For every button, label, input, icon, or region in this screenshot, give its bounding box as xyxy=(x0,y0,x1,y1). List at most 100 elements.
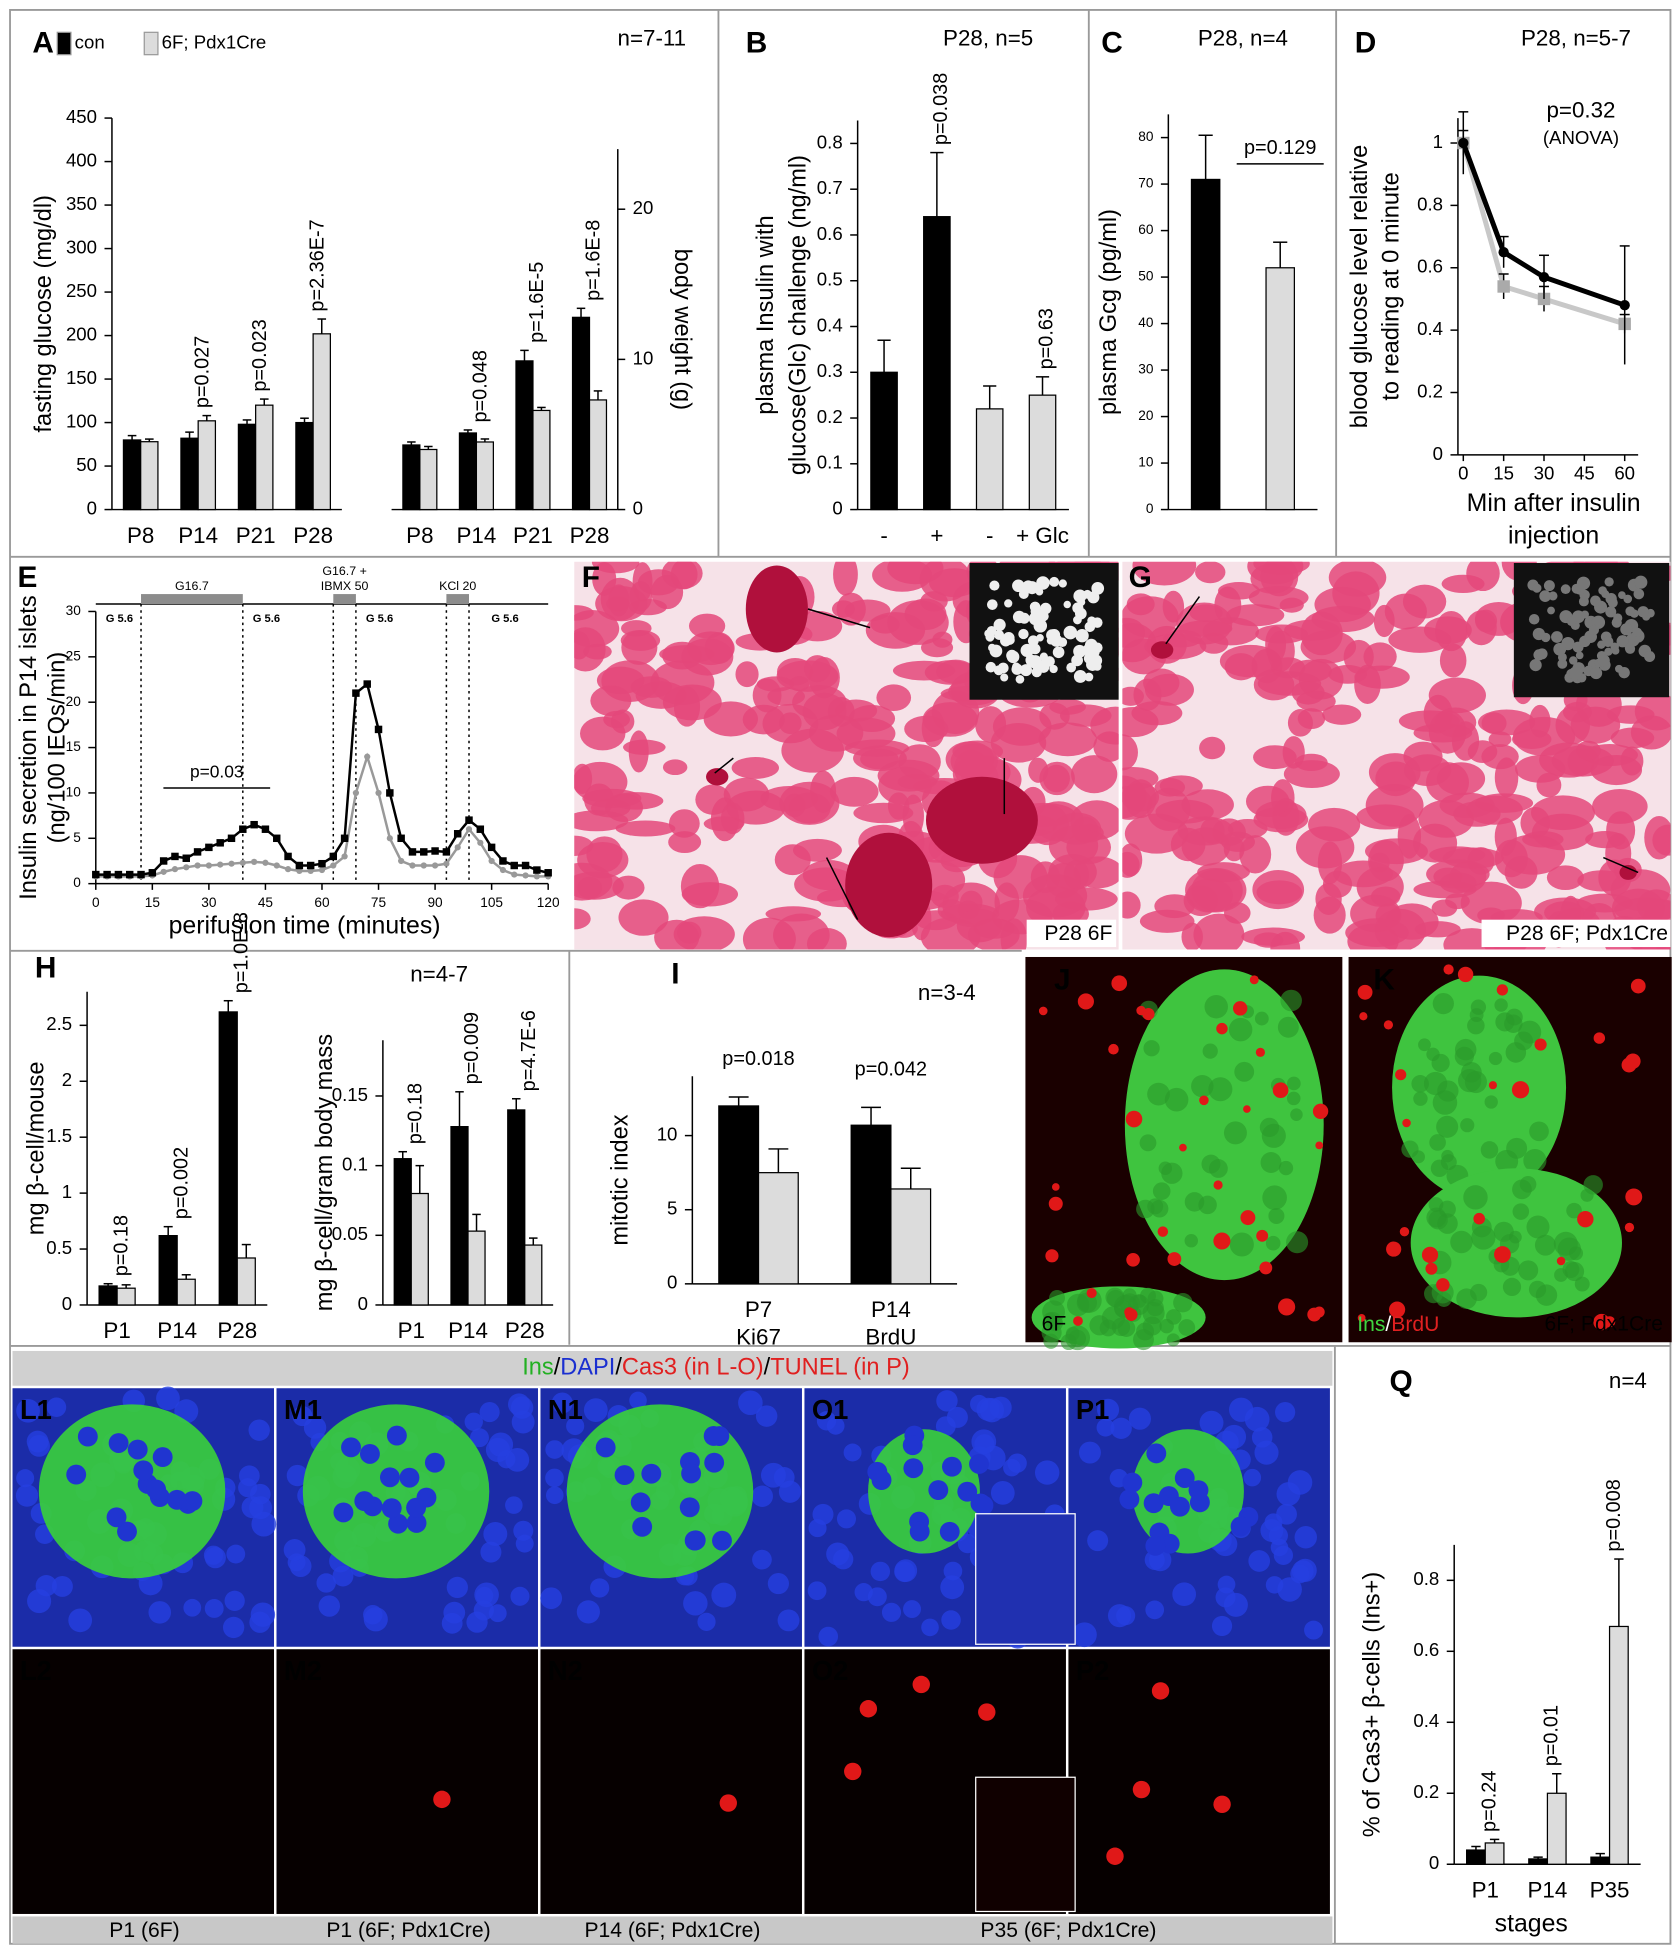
bar xyxy=(850,1124,892,1285)
dapi-nucleus xyxy=(470,1428,489,1448)
dapi-nucleus xyxy=(936,1390,958,1412)
cell-stain xyxy=(1147,1198,1164,1215)
dapi-nucleus xyxy=(712,1530,732,1551)
caption: P28 6F; Pdx1Cre xyxy=(1506,922,1668,945)
dapi-nucleus xyxy=(1276,1482,1301,1506)
acinar-lobule xyxy=(600,577,640,621)
acinar-lobule xyxy=(808,714,864,752)
nucleus-stain xyxy=(1125,1308,1138,1321)
inset-nucleus xyxy=(1536,648,1548,660)
x-tick-label: P1 xyxy=(398,1318,425,1343)
acinar-lobule xyxy=(1512,729,1552,750)
acinar-lobule xyxy=(1412,823,1458,863)
sample-note: n=7-11 xyxy=(618,26,687,51)
data-point xyxy=(125,870,134,879)
x-tick-label: 75 xyxy=(371,895,387,910)
cell-stain xyxy=(1143,1040,1160,1057)
data-point xyxy=(148,869,157,877)
y-axis-label: fasting glucose (mg/dl) xyxy=(31,195,57,433)
acinar-lobule xyxy=(1620,746,1644,776)
x-tick-label: P14 xyxy=(871,1297,911,1322)
apoptotic-cell xyxy=(978,1703,996,1721)
bar xyxy=(180,437,199,511)
cell-stain xyxy=(1418,1038,1431,1052)
nucleus-stain xyxy=(1240,1210,1256,1226)
acinar-lobule xyxy=(1282,736,1305,769)
cell-stain xyxy=(1523,1149,1547,1173)
inset-nucleus xyxy=(1605,606,1617,618)
x-tick-label: P28 xyxy=(570,523,610,548)
cell-stain xyxy=(1278,1160,1294,1176)
dapi-nucleus xyxy=(510,1586,530,1606)
data-point xyxy=(183,864,190,871)
p-value: p=0.129 xyxy=(1244,137,1316,159)
inset-nucleus xyxy=(1616,635,1629,648)
inset-nucleus xyxy=(1032,615,1042,625)
acinar-lobule xyxy=(920,917,981,950)
data-point xyxy=(307,867,314,875)
dapi-nucleus xyxy=(182,1491,203,1511)
inset-nucleus xyxy=(993,665,1004,676)
y-tick-label: 0.5 xyxy=(46,1237,72,1258)
cell-stain xyxy=(1569,1246,1584,1261)
cell-stain xyxy=(1142,1316,1162,1336)
acinar-lobule xyxy=(1441,574,1485,594)
acinar-lobule xyxy=(668,809,700,838)
bar xyxy=(255,404,274,511)
panel-letter: K xyxy=(1373,964,1395,997)
dapi-nucleus xyxy=(566,1416,585,1436)
y-tick-label: 60 xyxy=(1138,222,1154,237)
acinar-lobule xyxy=(582,788,642,808)
dapi-nucleus xyxy=(629,1391,647,1410)
data-point xyxy=(273,834,281,843)
dapi-nucleus xyxy=(1199,1410,1224,1435)
panel-letter: Q xyxy=(1390,1365,1413,1398)
inset-nucleus xyxy=(1528,614,1540,625)
stain-name: / xyxy=(1385,1312,1391,1335)
dapi-nucleus xyxy=(1304,1620,1323,1640)
stain-name: / xyxy=(615,1355,622,1381)
data-point xyxy=(217,861,224,868)
bar xyxy=(116,1287,136,1306)
annotation: (ANOVA) xyxy=(1543,127,1619,148)
data-point xyxy=(488,857,495,865)
acinar-lobule xyxy=(621,630,658,665)
data-point xyxy=(171,866,179,873)
nucleus-stain xyxy=(1383,1020,1394,1030)
nucleus-stain xyxy=(1488,1081,1497,1090)
caption: 6F xyxy=(1042,1312,1067,1335)
p-value: p=1.6E-8 xyxy=(583,220,605,301)
dapi-nucleus xyxy=(867,1461,888,1482)
dapi-nucleus xyxy=(359,1443,380,1464)
data-point xyxy=(363,680,371,688)
data-point xyxy=(330,862,337,869)
islet xyxy=(925,776,1038,864)
stain-name: BrdU xyxy=(1391,1312,1439,1335)
data-point xyxy=(465,816,473,824)
acinar-lobule xyxy=(1475,793,1534,813)
data-point xyxy=(533,873,540,880)
inset-nucleus xyxy=(1015,674,1025,684)
acinar-lobule xyxy=(789,676,810,692)
dapi-nucleus xyxy=(551,1392,573,1414)
acinar-lobule xyxy=(735,661,759,688)
acinar-lobule xyxy=(1124,779,1157,819)
data-point xyxy=(194,862,201,869)
nucleus-stain xyxy=(1389,1301,1406,1318)
y-tick-label: 0.4 xyxy=(817,314,843,335)
acinar-lobule xyxy=(1199,736,1226,760)
bar xyxy=(1028,394,1057,511)
dapi-nucleus xyxy=(816,1411,837,1431)
dapi-nucleus xyxy=(540,1587,563,1610)
acinar-lobule xyxy=(574,871,624,900)
x-tick-label: 30 xyxy=(1534,463,1555,484)
dapi-nucleus xyxy=(1174,1468,1195,1488)
cell-stain xyxy=(1484,1095,1498,1109)
dapi-nucleus xyxy=(167,1489,187,1510)
p-value: p=0.027 xyxy=(191,336,213,408)
basal-label: G 5.6 xyxy=(253,613,280,625)
acinar-lobule xyxy=(892,660,956,681)
p-value: p=0.009 xyxy=(461,1012,483,1084)
data-point xyxy=(193,848,202,856)
